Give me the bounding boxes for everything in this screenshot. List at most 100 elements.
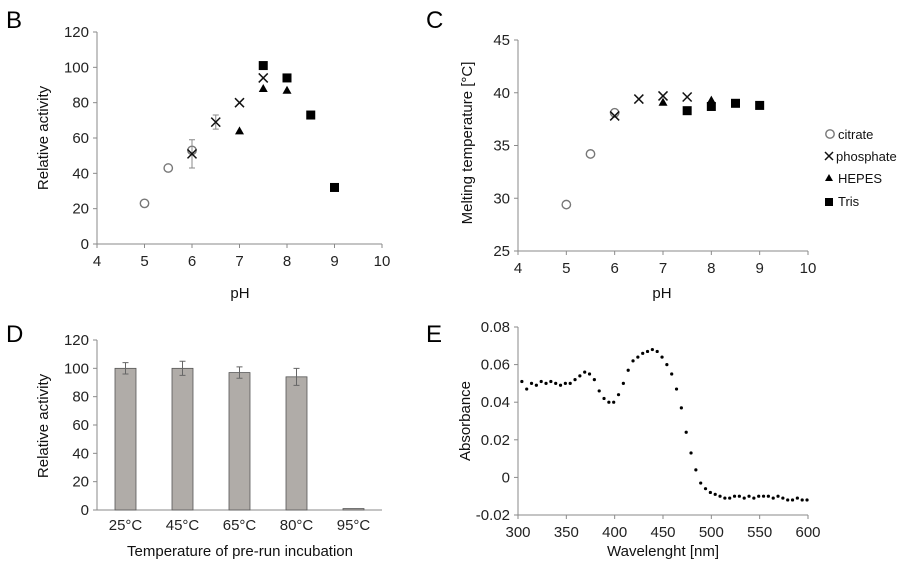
- d-bar: [342, 508, 365, 511]
- e-spectrum-point: [670, 372, 674, 376]
- e-spectrum-point: [747, 494, 751, 498]
- e-spectrum-point: [602, 396, 606, 401]
- e-spectrum-point: [583, 370, 587, 374]
- e-y-tick-label: 0: [502, 469, 510, 486]
- e-spectrum-point: [534, 383, 538, 387]
- d-bar: [285, 376, 308, 511]
- c-x-tick-label: 7: [659, 260, 667, 277]
- c-tris-point: [682, 106, 692, 116]
- e-spectrum-point: [679, 406, 683, 410]
- e-x-tick-label: 500: [699, 524, 724, 541]
- e-spectrum-point: [573, 378, 577, 382]
- e-spectrum-point: [800, 498, 804, 502]
- e-y-tick-label: 0.08: [481, 319, 510, 336]
- c-y-tick-label: 45: [493, 32, 510, 49]
- e-x-tick-label: 350: [554, 524, 579, 541]
- e-spectrum-point: [708, 490, 712, 495]
- d-category-label: 25°C: [109, 517, 143, 534]
- b-tris-point: [330, 182, 339, 192]
- b-x-tick-label: 6: [188, 253, 196, 270]
- b-y-tick-label: 100: [64, 59, 89, 76]
- e-spectrum-point: [737, 494, 741, 498]
- b-tris-point: [306, 110, 316, 120]
- e-spectrum-point: [660, 355, 664, 359]
- b-x-tick-label: 9: [330, 253, 338, 270]
- c-x-tick-label: 8: [707, 260, 715, 277]
- e-spectrum-point: [558, 383, 563, 387]
- e-spectrum-point: [631, 359, 635, 363]
- legend-item-phosphate: phosphate: [824, 149, 897, 164]
- c-phosphate-point: [633, 94, 644, 105]
- d-category-label: 95°C: [337, 517, 371, 534]
- panel-label-c: C: [426, 7, 443, 34]
- e-spectrum-point: [563, 381, 567, 385]
- c-y-tick-label: 25: [493, 243, 510, 260]
- legend-label-tris: Tris: [838, 194, 860, 209]
- b-y-tick-label: 20: [72, 201, 89, 218]
- phosphate-marker-icon: [824, 151, 834, 161]
- d-y-tick-label: 60: [72, 417, 89, 434]
- e-spectrum-point: [592, 378, 596, 382]
- e-spectrum-point: [626, 368, 630, 372]
- d-error-bar: [179, 360, 186, 376]
- e-spectrum-point: [689, 451, 693, 455]
- panel-label-d: D: [6, 321, 23, 348]
- e-spectrum-point: [771, 496, 775, 500]
- e-x-axis-label: Wavelenght [nm]: [607, 543, 719, 560]
- legend-label-phosphate: phosphate: [836, 149, 897, 164]
- e-spectrum-point: [520, 379, 524, 384]
- e-spectrum-point: [718, 494, 722, 498]
- c-hepes-point: [706, 95, 716, 104]
- e-x-tick-label: 600: [795, 524, 820, 541]
- e-spectrum-point: [641, 351, 645, 355]
- e-x-tick-label: 400: [602, 524, 627, 541]
- e-spectrum-point: [790, 498, 795, 502]
- e-y-tick-label: 0.02: [481, 432, 510, 449]
- d-category-label: 80°C: [280, 517, 314, 534]
- e-spectrum-point: [549, 379, 553, 384]
- panel-label-e: E: [426, 321, 442, 348]
- e-spectrum-point: [539, 379, 543, 384]
- b-x-tick-label: 5: [140, 253, 148, 270]
- d-y-tick-label: 100: [64, 360, 89, 377]
- b-phosphate-point: [234, 97, 245, 108]
- e-spectrum-point: [713, 492, 717, 496]
- d-y-tick-label: 120: [64, 332, 89, 349]
- c-tris-point: [731, 98, 740, 108]
- c-hepes-point: [658, 97, 668, 106]
- e-spectrum-point: [554, 381, 558, 385]
- e-x-tick-label: 300: [505, 524, 530, 541]
- e-spectrum-point: [525, 387, 529, 391]
- e-x-tick-label: 450: [650, 524, 675, 541]
- b-x-tick-label: 8: [283, 253, 291, 270]
- e-spectrum-point: [723, 496, 727, 500]
- d-category-label: 45°C: [166, 517, 200, 534]
- b-phosphate-point: [186, 148, 198, 159]
- e-spectrum-point: [650, 347, 654, 352]
- legend-item-citrate: citrate: [825, 127, 873, 142]
- c-tris-point: [755, 100, 765, 110]
- b-phosphate-point: [258, 72, 269, 83]
- b-hepes-point: [282, 85, 292, 94]
- b-hepes-point: [235, 126, 244, 135]
- e-spectrum-point: [612, 400, 616, 404]
- d-y-tick-label: 20: [72, 474, 89, 491]
- e-spectrum-point: [694, 468, 698, 472]
- e-spectrum-point: [621, 381, 625, 385]
- e-spectrum-point: [781, 496, 785, 500]
- e-spectrum-point: [674, 387, 679, 391]
- b-y-tick-label: 40: [72, 165, 89, 182]
- e-spectrum-point: [795, 496, 799, 500]
- b-y-tick-label: 0: [81, 236, 89, 253]
- c-phosphate-point: [609, 110, 620, 121]
- d-bar: [114, 367, 137, 511]
- b-x-tick-label: 4: [93, 253, 101, 270]
- legend-item-tris: Tris: [825, 194, 860, 209]
- c-citrate-point: [585, 149, 596, 159]
- e-spectrum-point: [544, 381, 548, 385]
- e-spectrum-point: [655, 349, 659, 354]
- legend-label-citrate: citrate: [838, 127, 873, 142]
- d-y-tick-label: 80: [72, 389, 89, 406]
- legend-label-hepes: HEPES: [838, 171, 882, 186]
